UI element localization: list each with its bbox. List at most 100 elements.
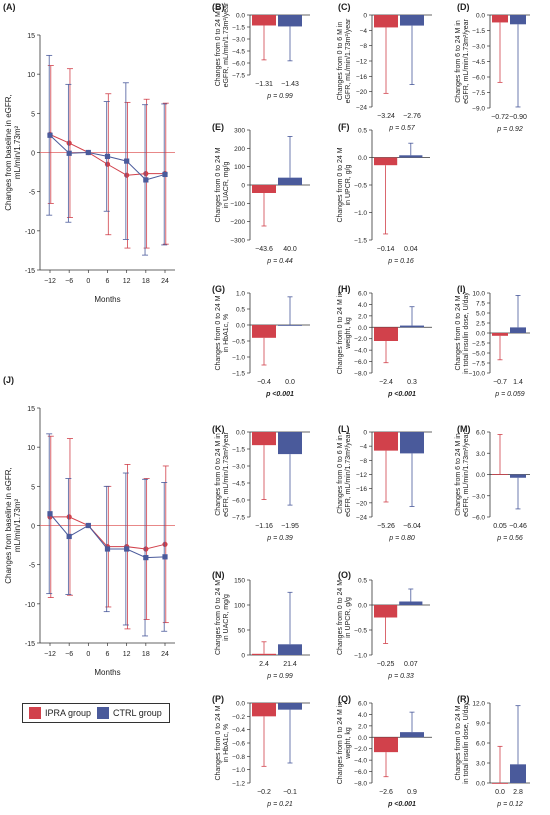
data-point-ipra <box>104 161 111 167</box>
y-tick-label: 12.0 <box>472 701 485 708</box>
data-label-ipra: −0.72 <box>491 114 509 121</box>
data-label-ipra: 2.4 <box>259 661 269 668</box>
data-point-ctrl <box>66 150 72 156</box>
y-tick-label: 1.0 <box>236 291 245 298</box>
data-point-ctrl <box>162 171 168 178</box>
data-label-ipra: −5.26 <box>377 523 395 530</box>
bar-ipra <box>252 703 276 717</box>
y-axis-label: Changes from 0 to 24 Min HbA1c, % <box>215 295 230 370</box>
y-axis-label: Changes from 0 to 24 Min UACR, mg/g <box>215 580 230 655</box>
bar-ctrl <box>278 177 302 185</box>
x-tick-label: −12 <box>44 278 56 285</box>
data-point-ctrl <box>124 546 130 552</box>
y-tick-label: −4.0 <box>354 348 367 355</box>
y-tick-label: 15 <box>27 406 35 413</box>
panel-label: (N) <box>212 570 225 580</box>
p-value: p <0.001 <box>265 391 294 398</box>
y-axis-label: Changes from baseline in eGFR,mL/min/1.7… <box>4 94 22 211</box>
panel-label: (L) <box>338 424 350 434</box>
y-tick-label: −10.0 <box>469 371 486 378</box>
bar-ctrl <box>278 644 302 655</box>
data-point-ctrl <box>143 177 149 183</box>
data-label-ctrl: 21.4 <box>283 661 297 668</box>
bar-ipra <box>374 737 398 753</box>
panel-label: (J) <box>3 375 14 385</box>
data-point-ctrl <box>85 522 91 529</box>
p-value: p = 0.39 <box>266 535 293 542</box>
y-tick-label: 10 <box>27 72 35 79</box>
y-axis-label: Changes from 0 to 24 Min total insulin d… <box>455 292 470 374</box>
y-axis-label: Changes from 0 to 24 Min UPCR, g/g <box>337 580 352 655</box>
data-label-ipra: −0.14 <box>377 246 395 253</box>
y-tick-label: −1.5 <box>354 238 367 245</box>
bar-ipra <box>252 653 276 655</box>
y-tick-label: 6.0 <box>358 701 367 708</box>
bar-ipra <box>374 157 398 166</box>
y-tick-label: 6.0 <box>358 291 367 298</box>
legend-item-ipra: IPRA group <box>29 707 91 719</box>
panel-label: (M) <box>457 424 471 434</box>
data-label-ctrl: 0.0 <box>285 379 295 386</box>
y-tick-label: −4 <box>360 444 368 451</box>
legend: IPRA group CTRL group <box>22 703 170 723</box>
y-tick-label: −20 <box>356 500 367 507</box>
y-tick-label: −8 <box>360 43 368 50</box>
bar-ctrl <box>399 601 423 605</box>
p-value: p = 0.99 <box>266 93 293 100</box>
y-tick-label: 0 <box>363 13 367 20</box>
data-label-ipra: −43.6 <box>255 246 273 253</box>
panel-f: (F) 0.5 0.0 −0.5 −1.0 −1.5 −0.14 0.04 p = 0.16 Ch… <box>337 122 430 265</box>
bar-ctrl <box>400 325 424 328</box>
data-label-ipra: 0.0 <box>495 789 505 796</box>
x-axis-label: Months <box>94 295 120 304</box>
data-label-ipra: −3.24 <box>377 113 395 120</box>
y-tick-label: −200 <box>230 219 245 226</box>
y-tick-label: 3.0 <box>476 761 485 768</box>
data-label-ipra: −1.31 <box>255 81 273 88</box>
panel-label: (F) <box>338 122 350 132</box>
y-tick-label: -5 <box>29 190 35 197</box>
p-value: p <0.001 <box>387 391 416 398</box>
legend-swatch-ctrl <box>97 707 110 719</box>
x-tick-label: 0 <box>86 651 90 658</box>
y-tick-label: −0.5 <box>354 183 367 190</box>
x-tick-label: 6 <box>106 651 110 658</box>
data-label-ipra: 0.05 <box>493 523 507 530</box>
y-tick-label: -10 <box>25 602 35 609</box>
y-axis-label: Changes from 0 to 24 Min HbA1c, % <box>215 705 230 780</box>
data-point-ipra <box>143 171 149 177</box>
y-tick-label: -5 <box>29 563 35 570</box>
p-value: p = 0.16 <box>387 258 414 265</box>
p-value: p = 0.57 <box>388 125 416 132</box>
x-tick-label: 0 <box>86 278 90 285</box>
y-tick-label: −0.4 <box>232 727 245 734</box>
panel-label: (I) <box>457 284 466 294</box>
y-tick-label: -10 <box>25 229 35 236</box>
legend-item-ctrl: CTRL group <box>97 707 162 719</box>
bar-ctrl <box>278 703 302 710</box>
y-tick-label: 0.5 <box>236 307 245 314</box>
data-label-ipra: −0.4 <box>257 379 271 386</box>
y-tick-label: 9.0 <box>476 721 485 728</box>
panel-e: (E) 300 200 100 0 −100 −200 −300 −43.6 40.0 p = 0.… <box>212 122 310 265</box>
y-tick-label: 0.0 <box>358 325 367 332</box>
bar-ipra <box>492 333 508 336</box>
bar-ipra <box>374 605 398 618</box>
y-tick-label: −12 <box>356 472 367 479</box>
data-point-ctrl <box>47 511 53 517</box>
x-tick-label: 12 <box>123 278 131 285</box>
p-value: p <0.001 <box>387 801 416 808</box>
y-tick-label: 4.0 <box>358 712 367 719</box>
panel-label: (O) <box>338 570 351 580</box>
bar-ctrl <box>510 474 526 478</box>
bar-ipra <box>252 185 276 193</box>
y-tick-label: 2.0 <box>358 723 367 730</box>
panel-g: (G) 1.0 0.5 0.0 −0.5 −1.0 −1.5 −0.4 0.0 p <0.001 C… <box>212 284 310 398</box>
y-tick-label: −1.0 <box>232 355 245 362</box>
panel-m: (M) 6.0 3.0 0.0 −3.0 −6.0 0.05 −0.46 p = 0.56 Cha… <box>455 424 530 542</box>
x-tick-label: −12 <box>44 651 56 658</box>
data-label-ipra: −0.2 <box>257 789 271 796</box>
x-tick-label: −6 <box>65 651 73 658</box>
bar-ipra <box>492 783 508 784</box>
y-tick-label: 0.0 <box>358 735 367 742</box>
